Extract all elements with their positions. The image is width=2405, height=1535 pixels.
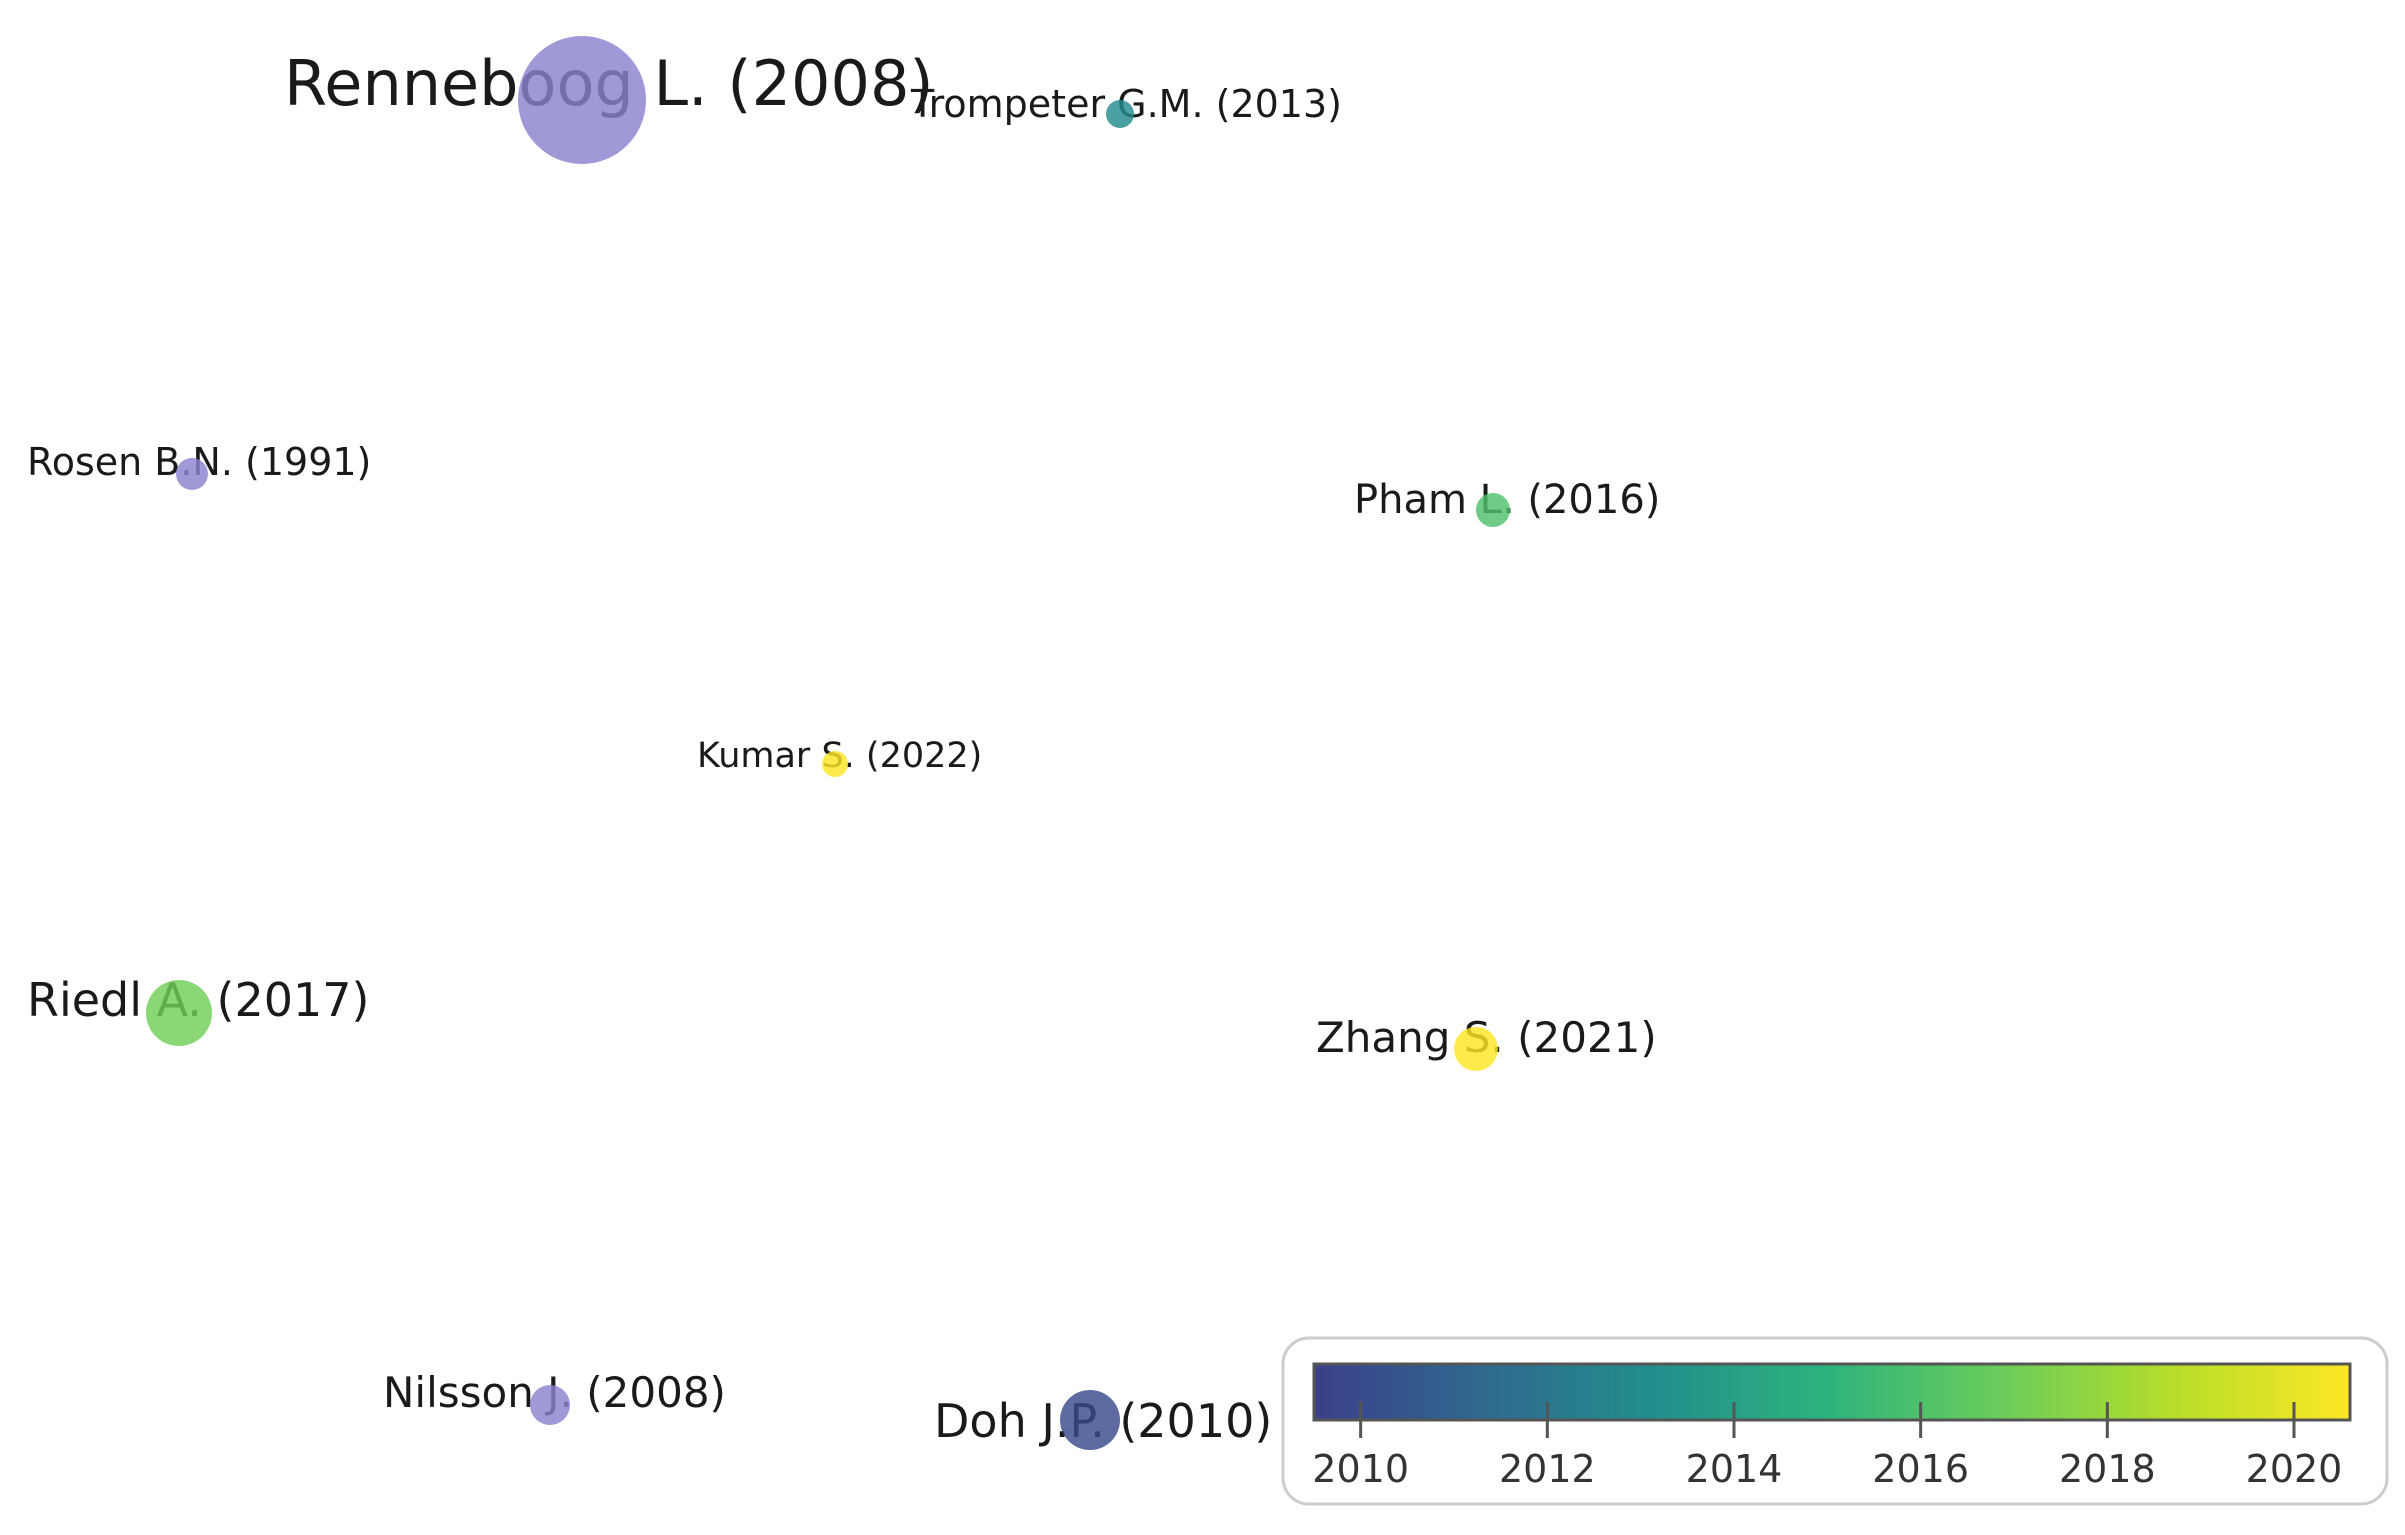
legend-ticks: 2010 2012 2014 2016 2018 2020 <box>1312 1402 2342 1491</box>
node-circle-riedl[interactable] <box>146 980 212 1046</box>
node-kumar[interactable]: Kumar S. (2022) <box>697 736 982 777</box>
nodes-layer: Renneboog L. (2008)Trompeter G.M. (2013)… <box>27 36 1660 1450</box>
legend-tick-label: 2018 <box>2059 1447 2156 1491</box>
legend-tick-label: 2016 <box>1872 1447 1969 1491</box>
node-circle-zhang[interactable] <box>1454 1027 1498 1071</box>
legend-tick-label: 2012 <box>1499 1447 1596 1491</box>
node-circle-trompeter[interactable] <box>1106 100 1134 128</box>
node-circle-pham[interactable] <box>1476 493 1510 527</box>
node-renneboog[interactable]: Renneboog L. (2008) <box>284 36 934 164</box>
legend-tick-label: 2014 <box>1686 1447 1783 1491</box>
node-doh[interactable]: Doh J.P. (2010) <box>934 1390 1272 1450</box>
node-rosen[interactable]: Rosen B.N. (1991) <box>27 440 371 490</box>
node-circle-nilsson[interactable] <box>530 1385 570 1425</box>
node-circle-rosen[interactable] <box>176 458 208 490</box>
legend-colorbar <box>1312 1362 2352 1422</box>
node-riedl[interactable]: Riedl A. (2017) <box>27 973 370 1046</box>
node-circle-renneboog[interactable] <box>518 36 646 164</box>
node-circle-doh[interactable] <box>1060 1390 1120 1450</box>
color-legend: 2010 2012 2014 2016 2018 2020 <box>1281 1336 2389 1506</box>
node-trompeter[interactable]: Trompeter G.M. (2013) <box>910 82 1342 128</box>
node-zhang[interactable]: Zhang S. (2021) <box>1316 1013 1657 1071</box>
legend-tick-label: 2010 <box>1312 1447 1409 1491</box>
node-nilsson[interactable]: Nilsson J. (2008) <box>383 1368 726 1425</box>
node-circle-kumar[interactable] <box>822 751 848 777</box>
node-pham[interactable]: Pham L. (2016) <box>1354 477 1660 527</box>
legend-tick-label: 2020 <box>2246 1447 2343 1491</box>
